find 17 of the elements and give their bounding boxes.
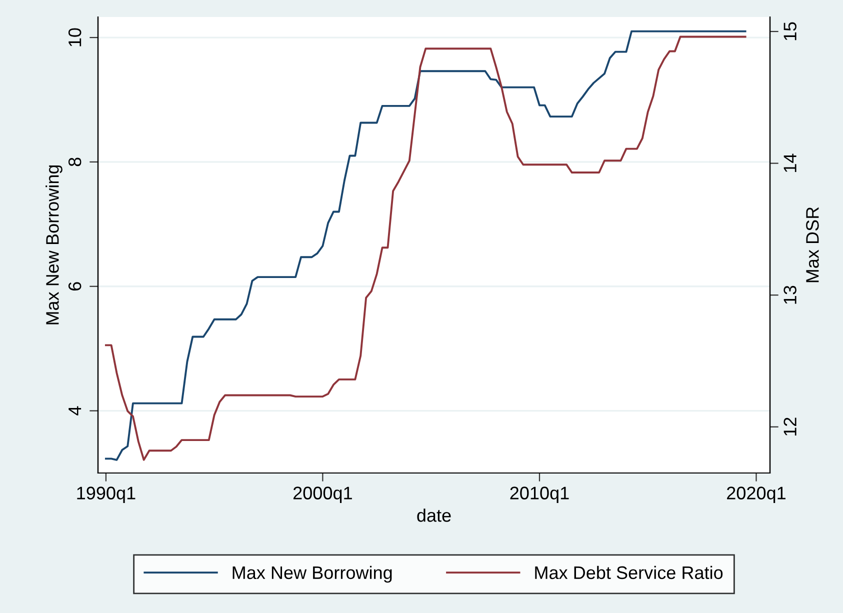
y-axis-title: Max New Borrowing bbox=[46, 165, 62, 324]
x-tick-label: 1990q1 bbox=[77, 486, 136, 504]
legend-label: Max New Borrowing bbox=[232, 566, 392, 583]
y2-tick-label: 15 bbox=[784, 22, 796, 40]
y2-tick-label: 12 bbox=[784, 418, 796, 436]
x-axis-title: date bbox=[417, 508, 451, 522]
y-tick-label: 6 bbox=[68, 282, 82, 290]
y2-axis-title: Max DSR bbox=[806, 207, 819, 282]
y-tick-label: 4 bbox=[68, 406, 82, 416]
y2-tick-label: 13 bbox=[784, 286, 796, 304]
y2-tick-label: 14 bbox=[784, 154, 796, 172]
y-tick-label: 8 bbox=[68, 158, 82, 166]
legend-label: Max Debt Service Ratio bbox=[535, 566, 723, 580]
y-tick-label: 10 bbox=[68, 28, 82, 46]
x-tick-label: 2000q1 bbox=[293, 486, 352, 504]
x-tick-label: 2010q1 bbox=[510, 486, 569, 504]
x-tick-label: 2020q1 bbox=[727, 486, 786, 504]
